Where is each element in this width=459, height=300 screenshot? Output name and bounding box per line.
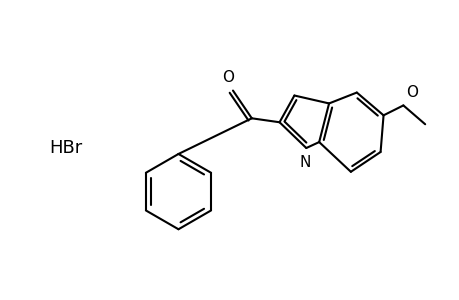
Text: O: O	[405, 85, 417, 100]
Text: N: N	[299, 155, 310, 170]
Text: HBr: HBr	[50, 139, 83, 157]
Text: O: O	[222, 70, 234, 85]
